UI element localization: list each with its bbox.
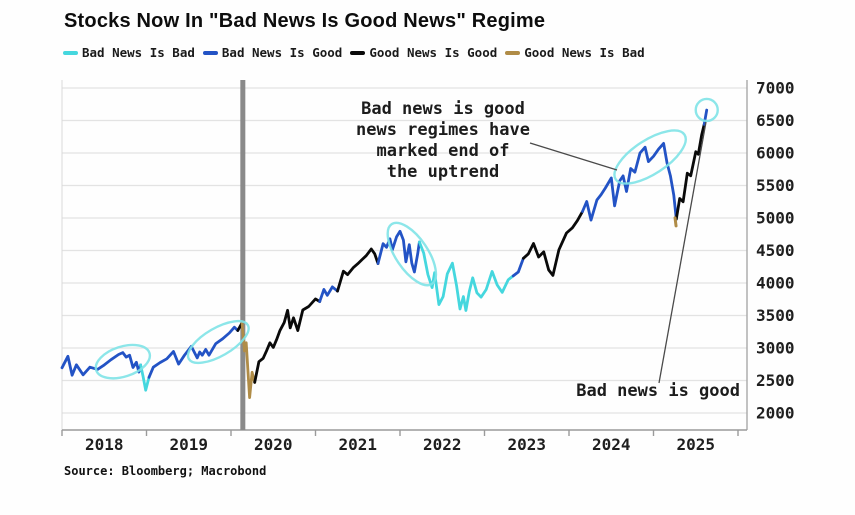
price-line-gng [674,123,706,221]
price-line-bng [318,285,339,303]
legend-swatch-cyan-icon [63,50,78,55]
legend-label: Good News Is Bad [524,45,645,60]
chart-title: Stocks Now In "Bad News Is Good News" Re… [64,10,546,32]
legend-item-good-news-is-good: Good News Is Good [350,45,497,60]
price-line-gng [336,247,380,293]
x-tick-label: 2019 [169,435,208,454]
y-tick-label: 5000 [756,209,795,228]
x-tick-label: 2021 [338,435,377,454]
y-tick-label: 2500 [756,371,795,390]
legend-swatch-blue-icon [202,50,218,55]
annotation-current-regime: Bad news is good [576,381,740,401]
price-line-gng [253,297,322,384]
price-line-bng [147,325,240,379]
price-line-bnb [418,240,515,312]
price-line-bng [581,142,678,222]
x-tick-label: 2024 [592,435,631,454]
annotation-uptrend-note: Bad news is good news regimes have marke… [356,99,530,182]
legend-swatch-tan-icon [505,50,521,55]
highlight-circle [694,97,719,123]
y-tick-label: 5500 [756,176,795,195]
y-tick-label: 7000 [756,79,795,98]
highlight-ellipse [386,221,438,287]
y-tick-label: 6500 [756,111,795,130]
price-line-gng [522,210,584,277]
price-line-bng [60,351,142,377]
legend-label: Bad News Is Good [221,45,343,60]
y-tick-label: 3000 [756,339,795,358]
x-tick-label: 2023 [507,435,546,454]
tan-blip-marker [673,216,678,228]
legend-item-bad-news-is-bad: Bad News Is Bad [63,45,195,60]
y-tick-label: 3500 [756,306,795,325]
highlight-ellipse [613,129,687,185]
legend-swatch-black-icon [350,50,366,55]
y-tick-label: 4000 [756,274,795,293]
x-tick-label: 2022 [423,435,462,454]
price-line-bng [376,229,421,274]
legend-label: Bad News Is Bad [82,45,195,60]
legend-item-good-news-is-bad: Good News Is Bad [505,45,645,60]
highlight-ellipse [186,319,250,365]
y-tick-label: 6000 [756,144,795,163]
price-line-bnb [139,363,151,392]
x-tick-label: 2020 [254,435,293,454]
x-tick-label: 2018 [85,435,124,454]
x-tick-label: 2025 [676,435,715,454]
price-line-bng [511,256,525,278]
price-line-bng [702,108,709,126]
y-tick-label: 4500 [756,241,795,260]
annotation-connector-line [658,121,707,384]
annotation-connector-line [529,142,618,171]
legend-label: Good News Is Good [369,45,498,60]
chart-legend: Bad News Is Bad Bad News Is Good Good Ne… [63,45,645,60]
source-note: Source: Bloomberg; Macrobond [64,464,267,478]
legend-item-bad-news-is-good: Bad News Is Good [202,45,343,60]
highlight-ellipse [94,343,152,380]
y-tick-label: 2000 [756,404,795,423]
price-line-gnb [240,321,257,399]
